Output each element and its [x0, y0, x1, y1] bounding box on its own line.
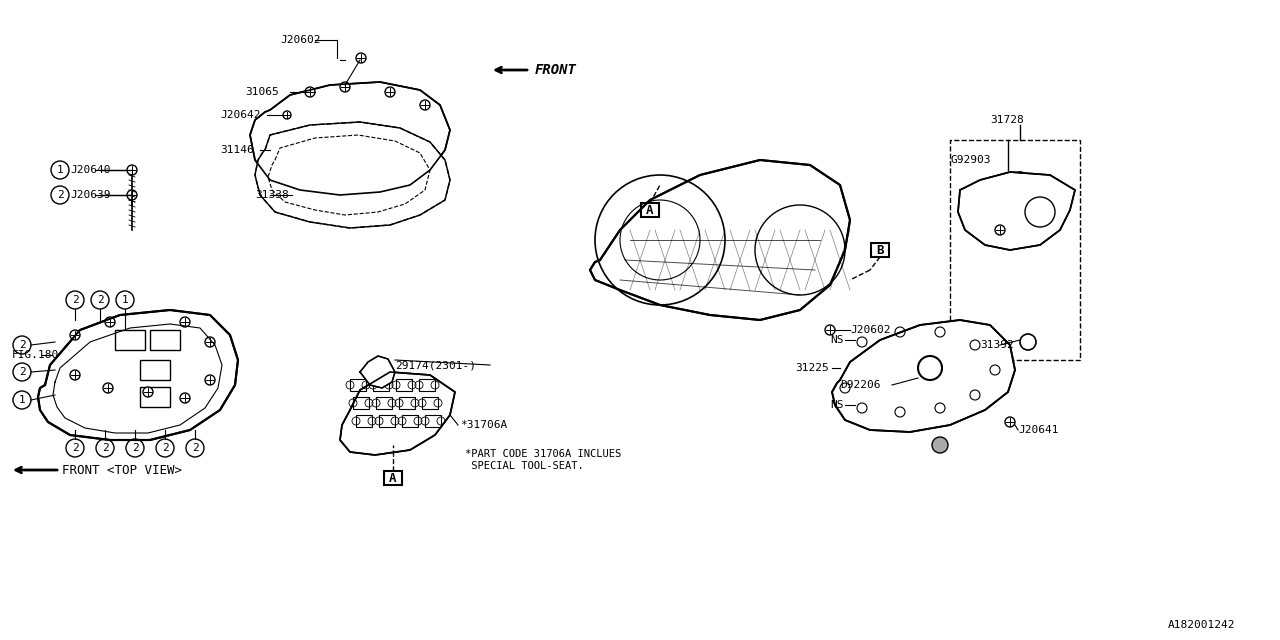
Text: 2: 2 [132, 443, 138, 453]
Text: J20602: J20602 [850, 325, 891, 335]
Circle shape [340, 82, 349, 92]
Circle shape [70, 370, 81, 380]
Bar [384, 471, 402, 485]
Bar [140, 387, 170, 407]
Circle shape [932, 437, 948, 453]
Polygon shape [590, 160, 850, 320]
Bar [376, 397, 392, 409]
Text: 1: 1 [19, 395, 26, 405]
Circle shape [127, 190, 137, 200]
Circle shape [127, 165, 137, 175]
Text: 2: 2 [96, 295, 104, 305]
Text: J20640: J20640 [70, 165, 110, 175]
Circle shape [102, 383, 113, 393]
Circle shape [305, 87, 315, 97]
Circle shape [356, 53, 366, 63]
Text: 31065: 31065 [244, 87, 279, 97]
Bar [422, 397, 438, 409]
Text: FRONT <TOP VIEW>: FRONT <TOP VIEW> [61, 463, 182, 477]
Bar [870, 243, 890, 257]
Bar [402, 415, 419, 427]
Circle shape [143, 387, 154, 397]
Circle shape [70, 330, 81, 340]
Circle shape [1005, 417, 1015, 427]
Text: G92903: G92903 [950, 155, 991, 165]
Text: A: A [646, 204, 654, 216]
Circle shape [283, 111, 291, 119]
Text: FIG.180: FIG.180 [12, 350, 59, 360]
Bar [140, 360, 170, 380]
Bar [356, 415, 372, 427]
Circle shape [205, 337, 215, 347]
Text: 31146: 31146 [220, 145, 253, 155]
Text: FRONT: FRONT [535, 63, 577, 77]
Text: A182001242: A182001242 [1167, 620, 1235, 630]
Text: J20639: J20639 [70, 190, 110, 200]
Text: 2: 2 [19, 367, 26, 377]
Bar [425, 415, 442, 427]
Bar [349, 379, 366, 391]
Text: 2: 2 [19, 340, 26, 350]
Polygon shape [38, 310, 238, 440]
Text: NS: NS [829, 400, 844, 410]
Text: J20602: J20602 [280, 35, 320, 45]
Bar [150, 330, 180, 350]
Text: D92206: D92206 [840, 380, 881, 390]
Text: B: B [877, 243, 883, 257]
Text: 1: 1 [56, 165, 64, 175]
Text: J20642: J20642 [220, 110, 261, 120]
Text: 29174(2301-): 29174(2301-) [396, 360, 476, 370]
Circle shape [105, 317, 115, 327]
Circle shape [205, 375, 215, 385]
Polygon shape [250, 82, 451, 195]
Text: 2: 2 [56, 190, 64, 200]
Bar [419, 379, 435, 391]
Circle shape [995, 225, 1005, 235]
Text: 2: 2 [101, 443, 109, 453]
Polygon shape [255, 122, 451, 228]
Polygon shape [360, 356, 396, 388]
Text: J20641: J20641 [1018, 425, 1059, 435]
Bar [641, 203, 659, 217]
Polygon shape [957, 172, 1075, 250]
Text: 2: 2 [72, 295, 78, 305]
Bar [372, 379, 389, 391]
Text: *31706A: *31706A [460, 420, 507, 430]
Text: 2: 2 [192, 443, 198, 453]
Text: 2: 2 [72, 443, 78, 453]
Text: 2: 2 [161, 443, 169, 453]
Circle shape [385, 87, 396, 97]
Text: 1: 1 [122, 295, 128, 305]
Circle shape [420, 100, 430, 110]
Text: 31225: 31225 [795, 363, 828, 373]
Polygon shape [340, 372, 454, 455]
Bar [396, 379, 412, 391]
Text: *PART CODE 31706A INCLUES
 SPECIAL TOOL-SEAT.: *PART CODE 31706A INCLUES SPECIAL TOOL-S… [465, 449, 621, 471]
Circle shape [826, 325, 835, 335]
Circle shape [180, 393, 189, 403]
Text: NS: NS [829, 335, 844, 345]
Bar [950, 140, 1080, 360]
Text: 31392: 31392 [980, 340, 1014, 350]
Bar [353, 397, 369, 409]
Bar [115, 330, 145, 350]
Text: A: A [389, 472, 397, 484]
Text: 31728: 31728 [989, 115, 1024, 125]
Polygon shape [832, 320, 1015, 432]
Text: 31338: 31338 [255, 190, 289, 200]
Circle shape [180, 317, 189, 327]
Bar [379, 415, 396, 427]
Bar [399, 397, 415, 409]
